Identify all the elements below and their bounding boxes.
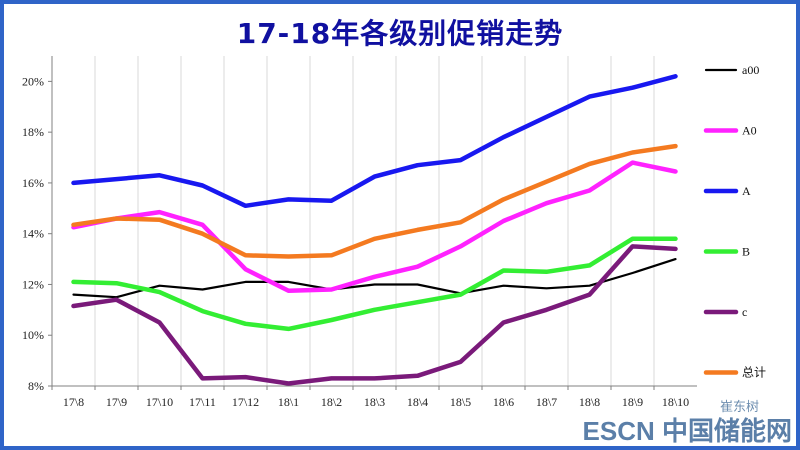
- legend-label-A0: A0: [742, 124, 757, 138]
- y-tick-label: 12%: [22, 277, 44, 291]
- legend-label-A: A: [742, 184, 751, 198]
- legend-label-总计: 总计: [742, 366, 766, 380]
- x-tick-label: 17\11: [189, 395, 216, 409]
- y-tick-label: 8%: [28, 379, 44, 393]
- y-tick-label: 18%: [22, 125, 44, 139]
- watermark-author: 崔东树: [720, 400, 760, 415]
- x-tick-label: 17\12: [232, 395, 259, 409]
- y-tick-label: 14%: [22, 227, 44, 241]
- x-tick-label: 17\9: [106, 395, 127, 409]
- x-tick-label: 18\3: [364, 395, 385, 409]
- x-tick-label: 18\5: [450, 395, 471, 409]
- x-tick-label: 18\10: [662, 395, 689, 409]
- x-tick-label: 18\6: [493, 395, 514, 409]
- series-line-c: [71, 244, 678, 386]
- legend-label-B: B: [742, 245, 750, 259]
- y-tick-label: 10%: [22, 328, 44, 342]
- watermark-logo: ESCN 中国储能网: [582, 416, 792, 446]
- x-tick-label: 18\1: [278, 395, 299, 409]
- x-tick-label: 18\8: [579, 395, 600, 409]
- chart-title: 17-18年各级别促销走势: [236, 17, 564, 50]
- series-line-A: [71, 74, 678, 209]
- x-tick-label: 18\9: [622, 395, 643, 409]
- y-tick-label: 16%: [22, 176, 44, 190]
- x-tick-label: 18\7: [536, 395, 557, 409]
- x-tick-label: 17\8: [63, 395, 84, 409]
- series-line-B: [71, 236, 678, 332]
- series-line-总计: [71, 143, 678, 259]
- series-line-a00: [72, 258, 677, 299]
- series-line-A0: [71, 160, 678, 294]
- legend-label-c: c: [742, 305, 747, 319]
- legend-label-a00: a00: [742, 63, 759, 77]
- x-tick-label: 18\2: [321, 395, 342, 409]
- x-tick-label: 18\4: [407, 395, 428, 409]
- y-tick-label: 20%: [22, 74, 44, 88]
- x-tick-label: 17\10: [146, 395, 173, 409]
